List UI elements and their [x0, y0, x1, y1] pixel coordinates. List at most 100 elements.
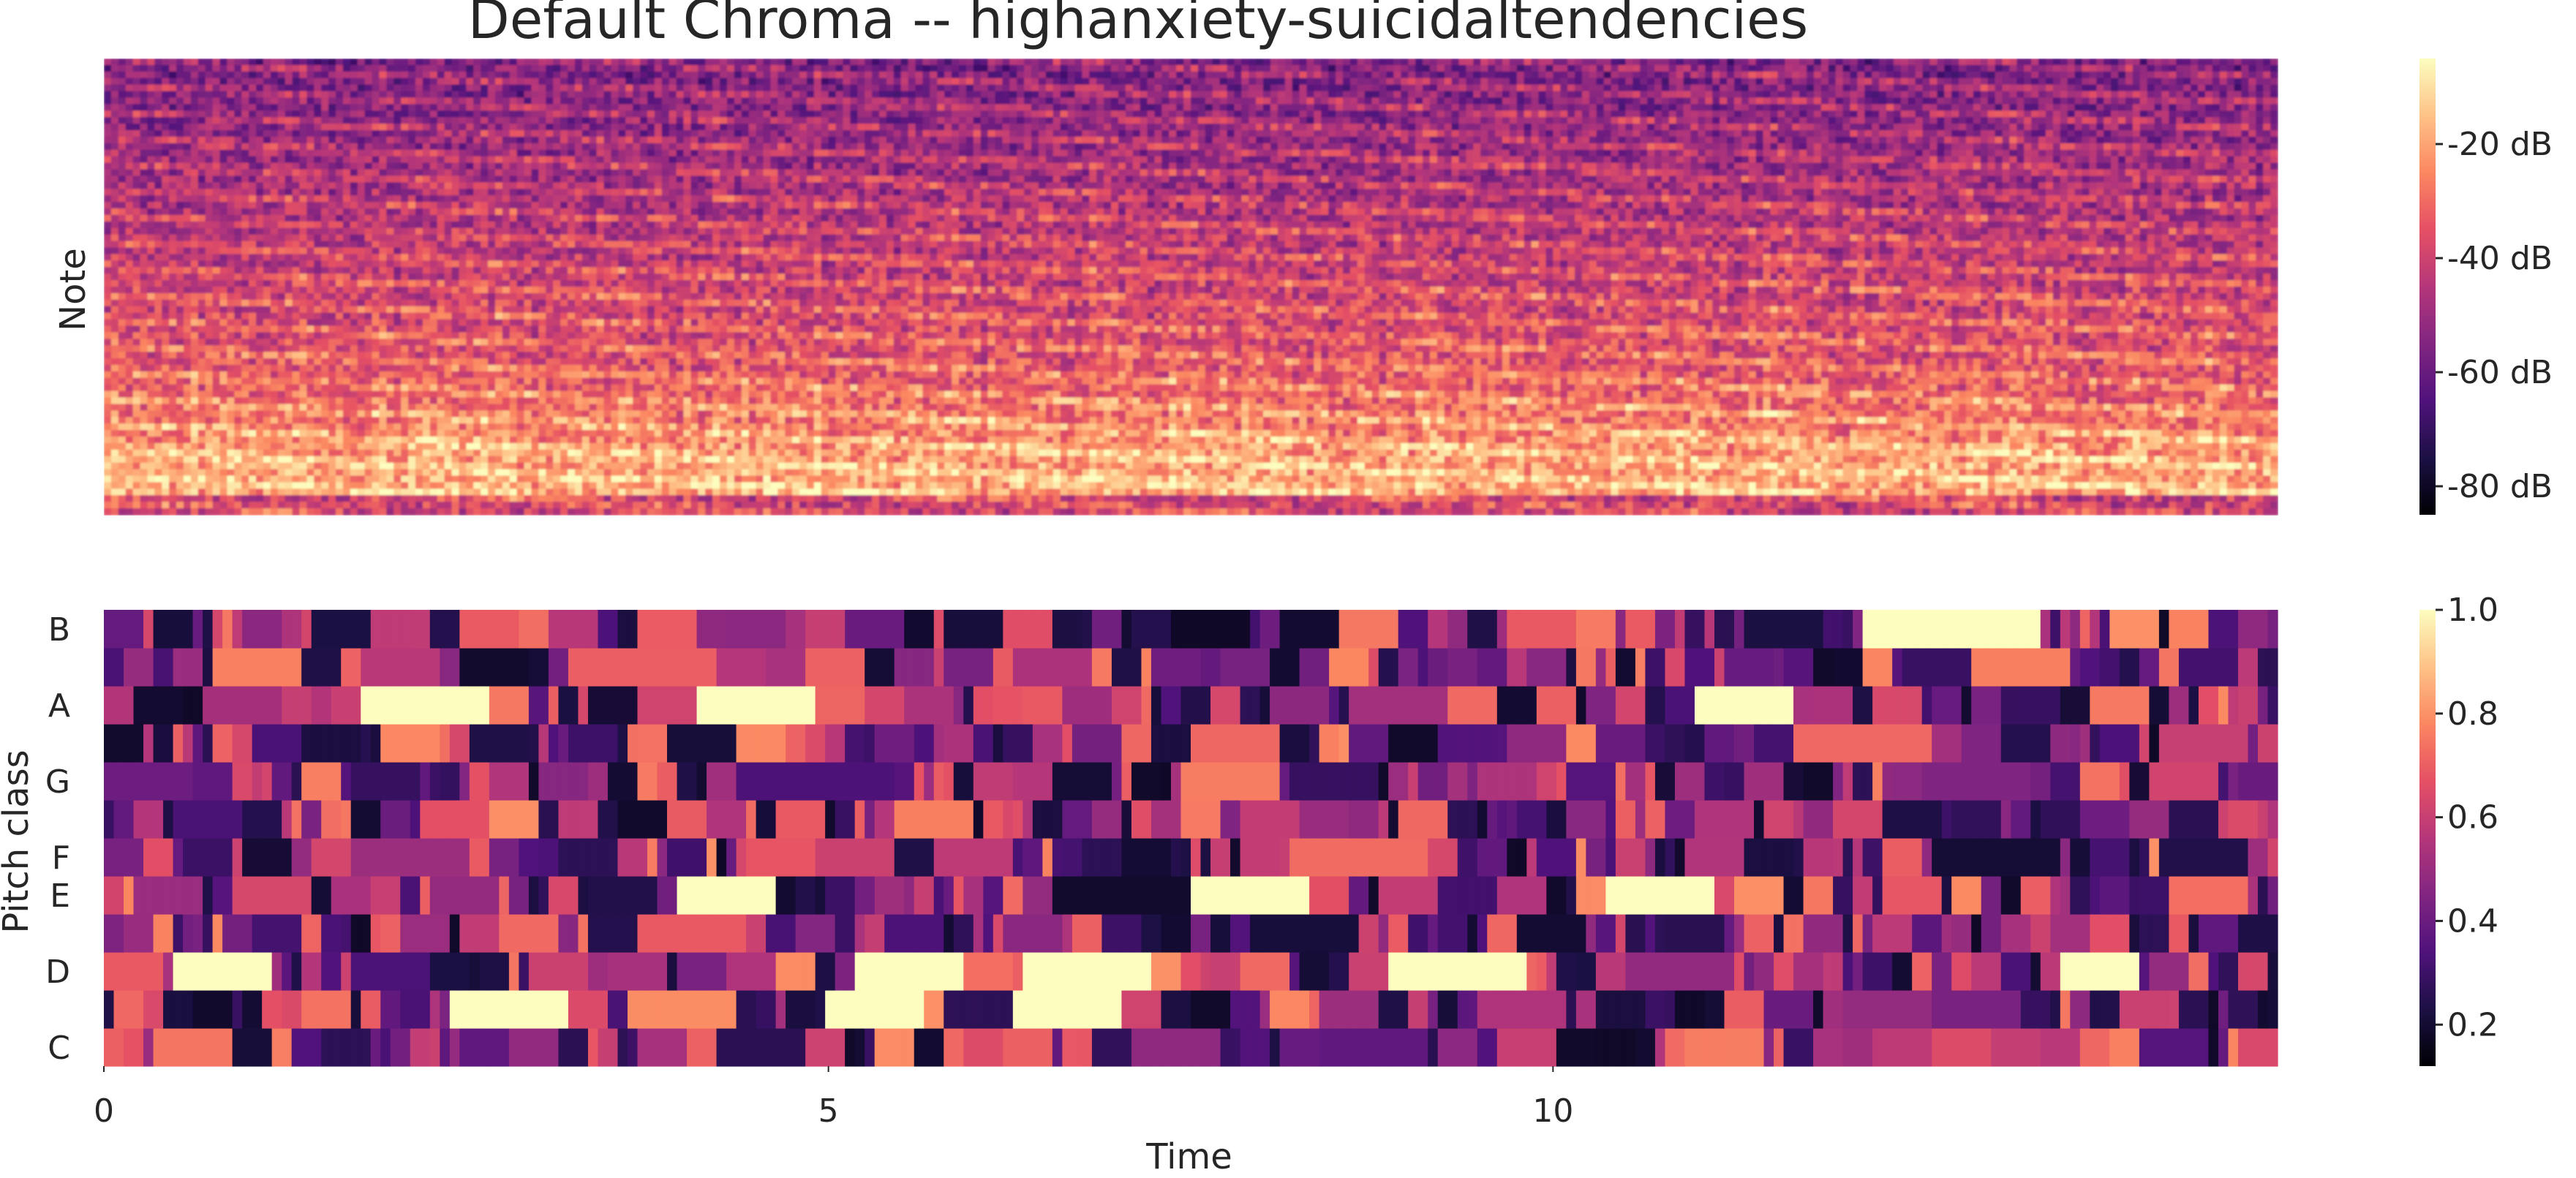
spectrogram-cell	[546, 215, 554, 222]
spectrogram-cell	[466, 65, 474, 72]
spectrogram-cell	[336, 260, 344, 268]
spectrogram-cell	[488, 248, 496, 255]
spectrogram-cell	[350, 469, 358, 477]
spectrogram-cell	[437, 502, 445, 509]
spectrogram-cell	[314, 417, 322, 424]
spectrogram-cell	[306, 456, 315, 464]
spectrogram-cell	[328, 260, 336, 268]
spectrogram-cell	[206, 117, 214, 124]
spectrogram-cell	[256, 300, 264, 307]
spectrogram-cell	[379, 117, 387, 124]
spectrogram-cell	[285, 325, 293, 333]
spectrogram-cell	[293, 280, 301, 287]
spectrogram-cell	[321, 91, 329, 99]
spectrogram-cell	[271, 182, 279, 189]
spectrogram-cell	[524, 248, 532, 255]
spectrogram-cell	[415, 175, 423, 183]
spectrogram-cell	[321, 332, 329, 339]
spectrogram-cell	[249, 443, 257, 450]
spectrogram-cell	[466, 143, 474, 151]
spectrogram-cell	[184, 267, 192, 274]
spectrogram-cell	[386, 365, 394, 372]
spectrogram-cell	[618, 150, 626, 157]
spectrogram-cell	[241, 137, 249, 144]
spectrogram-cell	[220, 267, 228, 274]
spectrogram-cell	[379, 273, 387, 281]
spectrogram-cell	[553, 476, 561, 483]
spectrogram-cell	[306, 385, 315, 392]
spectrogram-cell	[582, 235, 590, 242]
spectrogram-cell	[241, 170, 249, 177]
spectrogram-cell	[575, 469, 583, 477]
spectrogram-cell	[234, 443, 242, 450]
spectrogram-cell	[481, 300, 489, 307]
spectrogram-cell	[452, 423, 460, 431]
spectrogram-cell	[408, 104, 416, 111]
spectrogram-cell	[249, 195, 257, 203]
spectrogram-cell	[582, 241, 590, 249]
spectrogram-cell	[184, 175, 192, 183]
spectrogram-cell	[198, 267, 206, 274]
spectrogram-cell	[466, 469, 474, 477]
spectrogram-cell	[220, 469, 228, 477]
spectrogram-cell	[415, 456, 423, 464]
spectrogram-cell	[430, 170, 438, 177]
spectrogram-cell	[176, 280, 184, 287]
spectrogram-cell	[104, 332, 112, 339]
spectrogram-cell	[488, 280, 496, 287]
spectrogram-cell	[358, 91, 366, 99]
spectrogram-cell	[249, 260, 257, 268]
spectrogram-cell	[184, 143, 192, 151]
spectrogram-cell	[445, 325, 453, 333]
spectrogram-cell	[582, 378, 590, 385]
spectrogram-cell	[553, 332, 561, 339]
spectrogram-cell	[531, 280, 539, 287]
spectrogram-cell	[524, 195, 532, 203]
spectrogram-cell	[358, 371, 366, 379]
spectrogram-cell	[481, 287, 489, 294]
spectrogram-cell	[133, 175, 141, 183]
spectrogram-cell	[191, 143, 199, 151]
spectrogram-cell	[582, 482, 590, 489]
spectrogram-cell	[343, 325, 351, 333]
spectrogram-cell	[473, 267, 481, 274]
spectrogram-cell	[191, 385, 199, 392]
spectrogram-cell	[176, 137, 184, 144]
spectrogram-cell	[263, 85, 271, 92]
spectrogram-cell	[502, 58, 511, 66]
spectrogram-cell	[452, 72, 460, 79]
spectrogram-cell	[611, 91, 619, 99]
spectrogram-cell	[546, 58, 554, 66]
spectrogram-cell	[314, 104, 322, 111]
spectrogram-cell	[271, 78, 279, 86]
spectrogram-cell	[604, 495, 612, 502]
spectrogram-cell	[481, 85, 489, 92]
spectrogram-cell	[524, 495, 532, 502]
spectrogram-cell	[293, 182, 301, 189]
spectrogram-cell	[611, 450, 619, 457]
spectrogram-cell	[358, 469, 366, 477]
spectrogram-cell	[271, 313, 279, 320]
spectrogram-cell	[314, 110, 322, 118]
spectrogram-cell	[575, 235, 583, 242]
spectrogram-cell	[126, 502, 134, 509]
spectrogram-cell	[241, 437, 249, 444]
spectrogram-cell	[343, 130, 351, 137]
spectrogram-cell	[249, 423, 257, 431]
spectrogram-cell	[343, 91, 351, 99]
spectrogram-cell	[372, 450, 380, 457]
spectrogram-cell	[582, 170, 590, 177]
spectrogram-cell	[278, 85, 286, 92]
spectrogram-cell	[198, 495, 206, 502]
spectrogram-cell	[517, 300, 525, 307]
spectrogram-cell	[263, 332, 271, 339]
spectrogram-cell	[553, 58, 561, 66]
spectrogram-cell	[365, 437, 373, 444]
spectrogram-cell	[618, 170, 626, 177]
spectrogram-cell	[176, 450, 184, 457]
spectrogram-cell	[104, 476, 112, 483]
spectrogram-cell	[531, 58, 539, 66]
spectrogram-cell	[198, 287, 206, 294]
spectrogram-cell	[618, 130, 626, 137]
spectrogram-cell	[575, 248, 583, 255]
